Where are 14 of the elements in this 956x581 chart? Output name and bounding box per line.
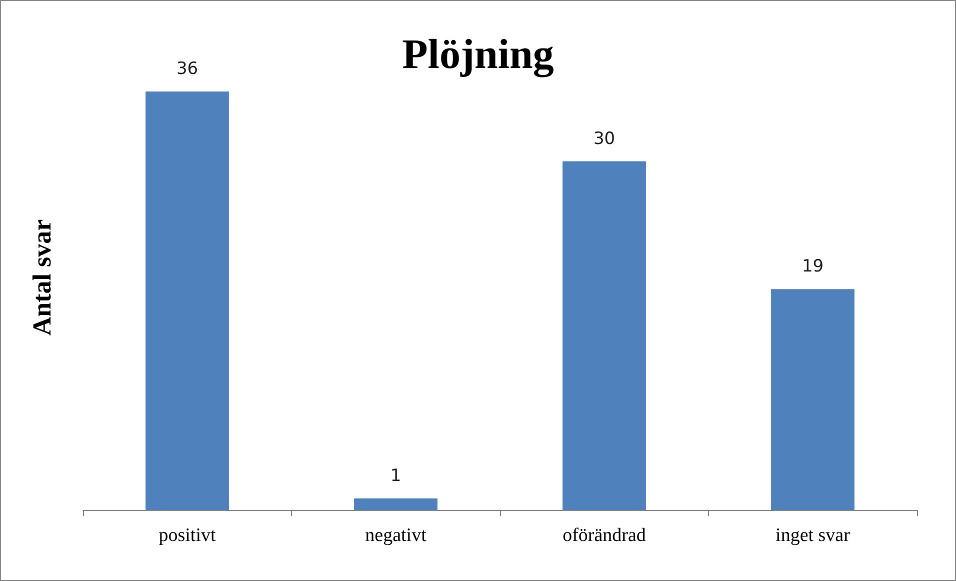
x-tick-label: positivt <box>158 525 216 546</box>
data-label: 30 <box>593 128 616 149</box>
x-tick-label: inget svar <box>776 525 851 546</box>
bar <box>562 161 646 510</box>
x-tick-label: oförändrad <box>562 525 646 546</box>
data-label: 19 <box>802 256 824 277</box>
bar <box>771 289 854 510</box>
data-label: 36 <box>176 59 198 79</box>
chart-title: Plöjning <box>402 32 554 78</box>
bar <box>146 92 229 510</box>
y-axis-title: Antal svar <box>28 219 56 336</box>
x-tick-label: negativt <box>365 525 428 546</box>
bar <box>354 498 438 510</box>
data-label: 1 <box>390 466 402 486</box>
